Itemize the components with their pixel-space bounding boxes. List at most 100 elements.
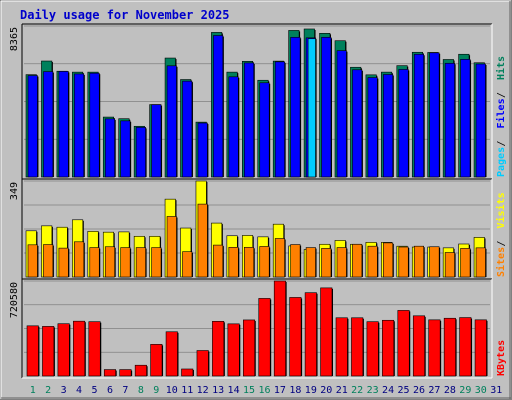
bar-sites-day-8: [135, 247, 146, 278]
bar-sites-day-16: [259, 246, 270, 278]
bar-sites-day-25: [398, 246, 409, 278]
bar-kbytes-day-24: [382, 319, 395, 377]
x-tick-label-day-16: 16: [258, 385, 270, 396]
x-tick-label-day-5: 5: [92, 385, 98, 396]
legend-separator: /: [496, 140, 507, 146]
bar-kbytes-day-23: [366, 321, 379, 377]
y-max-label-top: 8365: [9, 27, 20, 51]
bar-files-day-7: [120, 120, 131, 178]
y-max-label-middle: 349: [9, 182, 20, 200]
bar-sites-day-15: [244, 246, 255, 278]
x-tick-label-day-15: 15: [243, 385, 255, 396]
bar-kbytes-day-3: [57, 323, 70, 377]
bar-files-day-18: [290, 36, 301, 178]
x-tick-label-day-12: 12: [197, 385, 209, 396]
bar-sites-day-23: [367, 245, 378, 278]
bar-kbytes-day-19: [304, 292, 317, 377]
x-tick-label-day-7: 7: [122, 385, 128, 396]
bar-kbytes-day-1: [26, 325, 39, 377]
legend-bottom: KBytes: [496, 340, 507, 376]
bar-files-day-26: [413, 53, 424, 178]
bar-kbytes-day-26: [412, 315, 425, 377]
bar-kbytes-day-20: [320, 287, 333, 377]
bar-kbytes-day-8: [134, 364, 147, 377]
bar-files-day-28: [444, 62, 455, 178]
bar-kbytes-day-10: [165, 331, 178, 377]
bar-files-day-6: [104, 118, 115, 178]
bar-kbytes-day-17: [273, 280, 286, 377]
bar-files-day-2: [43, 71, 54, 178]
bar-files-day-23: [367, 77, 378, 178]
bar-kbytes-day-22: [351, 317, 364, 377]
bar-kbytes-day-7: [119, 369, 132, 377]
bar-sites-day-6: [104, 246, 115, 278]
bar-sites-day-10: [166, 216, 177, 278]
bar-sites-day-13: [213, 244, 224, 278]
x-tick-label-day-20: 20: [320, 385, 332, 396]
bar-files-day-21: [336, 50, 347, 178]
bar-sites-day-7: [120, 247, 131, 278]
bar-sites-day-12: [197, 203, 208, 278]
bar-kbytes-day-29: [459, 317, 472, 377]
x-tick-label-day-9: 9: [153, 385, 159, 396]
bar-files-day-3: [58, 71, 69, 178]
x-tick-label-day-18: 18: [289, 385, 301, 396]
bar-kbytes-day-13: [212, 321, 225, 377]
bar-sites-day-14: [228, 246, 239, 278]
legend-top: Pages / Files / Hits: [495, 56, 507, 177]
bar-kbytes-day-28: [443, 317, 456, 377]
bar-files-day-15: [244, 62, 255, 178]
bar-sites-day-22: [352, 243, 363, 278]
x-tick-label-day-13: 13: [212, 385, 224, 396]
bar-sites-day-1: [27, 244, 38, 278]
bar-files-day-30: [475, 63, 486, 178]
bar-files-day-17: [274, 61, 285, 178]
bar-files-day-20: [321, 36, 332, 178]
bar-files-day-27: [429, 52, 440, 178]
x-tick-label-day-1: 1: [30, 385, 36, 396]
bar-kbytes-day-11: [181, 368, 194, 377]
bar-files-day-1: [27, 75, 38, 178]
bar-sites-day-11: [182, 251, 193, 278]
bar-sites-day-19: [305, 247, 316, 278]
bar-files-day-13: [213, 35, 224, 178]
bar-sites-day-24: [383, 242, 394, 278]
legend-separator: /: [496, 240, 507, 246]
legend-files: Files: [495, 98, 507, 128]
bar-kbytes-day-9: [150, 344, 163, 377]
panel-top: 8365 Pages / Files / Hits: [9, 23, 507, 180]
y-max-label-bottom: 720580: [9, 282, 20, 318]
bar-sites-day-9: [151, 247, 162, 278]
legend-hits: Hits: [495, 56, 507, 80]
bar-files-day-16: [259, 82, 270, 178]
x-tick-label-day-29: 29: [459, 385, 471, 396]
bar-sites-day-5: [89, 247, 100, 278]
x-tick-label-day-31: 31: [490, 385, 502, 396]
bar-sites-day-20: [321, 248, 332, 278]
x-tick-label-day-6: 6: [107, 385, 113, 396]
x-tick-label-day-23: 23: [367, 385, 379, 396]
bar-kbytes-day-14: [227, 323, 240, 377]
legend-sites: Sites: [495, 247, 507, 277]
legend-visits: Visits: [495, 192, 507, 228]
bar-kbytes-day-12: [196, 350, 209, 377]
legend-middle: Sites / Visits: [495, 192, 507, 277]
x-tick-label-day-3: 3: [61, 385, 67, 396]
bar-kbytes-day-15: [243, 319, 256, 377]
bar-files-day-24: [383, 74, 394, 178]
bar-sites-day-29: [460, 248, 471, 278]
legend-pages: Pages: [496, 147, 507, 177]
x-tick-label-day-14: 14: [228, 385, 240, 396]
bar-kbytes-day-21: [335, 317, 348, 377]
bar-sites-day-17: [274, 238, 285, 278]
bar-kbytes-day-2: [42, 326, 55, 377]
x-tick-label-day-30: 30: [475, 385, 487, 396]
bar-sites-day-26: [413, 245, 424, 278]
bar-kbytes-day-18: [289, 297, 302, 377]
bar-pages-day-19: [307, 38, 316, 178]
x-tick-label-day-24: 24: [382, 385, 394, 396]
x-tick-label-day-21: 21: [336, 385, 348, 396]
bar-kbytes-day-27: [428, 319, 441, 377]
x-tick-label-day-11: 11: [181, 385, 193, 396]
